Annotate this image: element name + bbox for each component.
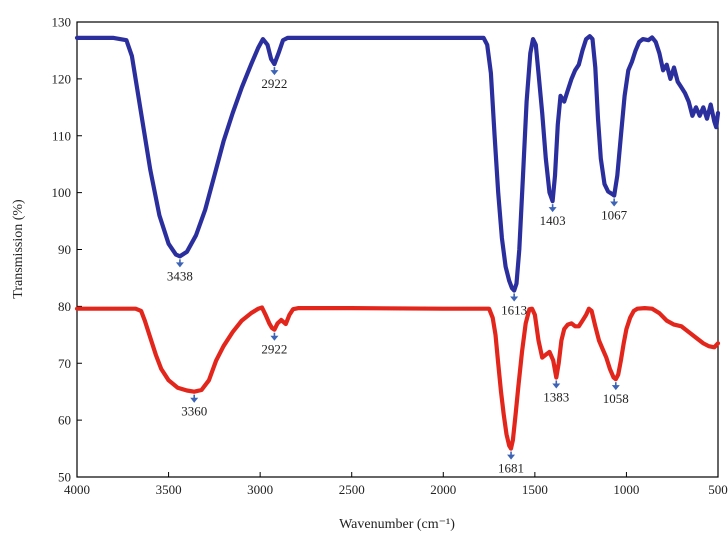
- y-tick-label: 70: [58, 356, 71, 371]
- peak-label: 1067: [601, 207, 628, 222]
- peak-arrow-head: [548, 207, 557, 213]
- peak-label: 3438: [167, 268, 193, 283]
- peak-label: 1383: [543, 389, 569, 404]
- peak-arrow-head: [507, 454, 516, 460]
- y-tick-label: 90: [58, 242, 71, 257]
- x-tick-label: 1500: [522, 482, 548, 497]
- series-line-2: [74, 305, 721, 451]
- peak-arrow-head: [552, 383, 561, 389]
- peak-label: 1403: [540, 213, 566, 228]
- x-tick-label: 1000: [613, 482, 639, 497]
- x-axis-label: Wavenumber (cm⁻¹): [339, 517, 455, 532]
- x-tick-label: 3000: [247, 482, 273, 497]
- peak-arrow-head: [510, 296, 519, 302]
- y-axis-label: Transmission (%): [11, 199, 26, 299]
- peak-label: 1681: [498, 461, 524, 476]
- y-tick-label: 110: [52, 128, 71, 143]
- y-tick-label: 80: [58, 299, 71, 314]
- x-tick-label: 2000: [430, 482, 456, 497]
- peak-label: 3360: [181, 404, 207, 419]
- y-axis: 50 60 70 80 90 100 110 120 130: [52, 15, 82, 485]
- y-tick-label: 50: [58, 470, 71, 485]
- series-layer: [74, 34, 721, 451]
- peak-label: 2922: [261, 342, 287, 357]
- peak-label: 2922: [261, 76, 287, 91]
- peak-arrow-head: [270, 335, 279, 341]
- series-line-1: [74, 34, 721, 293]
- y-tick-label: 100: [52, 185, 72, 200]
- x-tick-label: 2500: [339, 482, 365, 497]
- peak-arrow-head: [270, 70, 279, 76]
- peak-arrow-head: [190, 397, 199, 403]
- y-tick-label: 120: [52, 71, 72, 86]
- peak-label: 1058: [603, 391, 629, 406]
- annotation-layer: 3438 2922 1613 1403 1067 3360 2922 1681 1383 1058: [167, 67, 629, 476]
- x-tick-label: 500: [708, 482, 728, 497]
- peak-arrow-head: [175, 262, 184, 268]
- peak-arrow-head: [611, 385, 620, 391]
- peak-arrow-head: [610, 201, 619, 207]
- y-tick-label: 60: [58, 413, 71, 428]
- y-tick-label: 130: [52, 15, 72, 30]
- peak-label: 1613: [501, 302, 527, 317]
- x-tick-label: 4000: [64, 482, 90, 497]
- x-axis: 4000 3500 3000 2500 2000 1500 1000 500: [64, 472, 728, 497]
- x-tick-label: 3500: [156, 482, 182, 497]
